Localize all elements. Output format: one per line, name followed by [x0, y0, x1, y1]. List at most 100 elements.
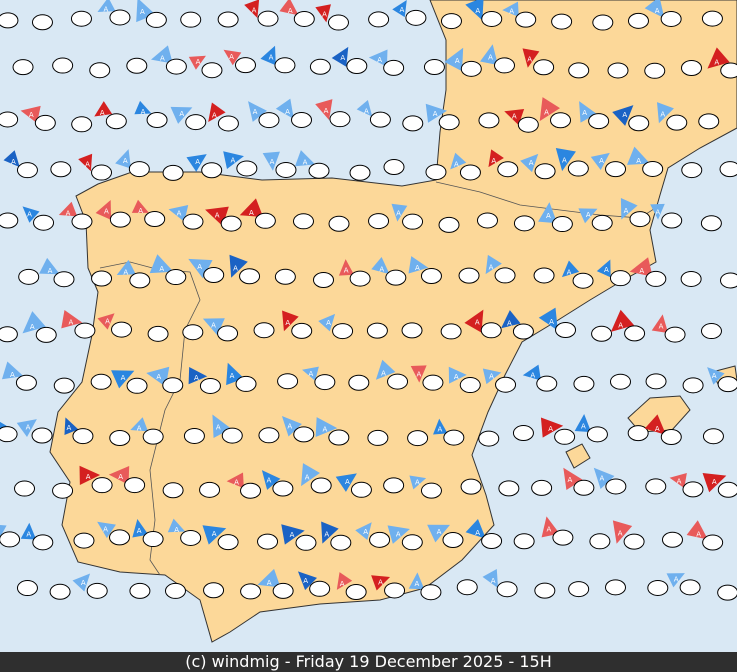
station: [165, 58, 187, 75]
wind-arrow: [134, 100, 152, 115]
station: [661, 212, 683, 229]
wind-label: A: [253, 108, 258, 116]
station: [329, 111, 351, 128]
station: [74, 322, 96, 339]
station: [628, 115, 650, 132]
wind-label: A: [269, 53, 274, 61]
wind-label: A: [562, 157, 567, 165]
wind-label: A: [396, 530, 401, 538]
wind-label: A: [549, 318, 554, 326]
wind-label: A: [455, 57, 460, 65]
wind-arrow: [707, 47, 730, 69]
wind-arrow: [656, 102, 674, 124]
wind-arrow: [79, 465, 101, 485]
wind-label: A: [696, 531, 701, 539]
wind-arrow: [108, 465, 130, 485]
station: [420, 584, 442, 601]
wind-label: A: [340, 54, 345, 62]
station: [495, 376, 517, 393]
wind-arrow: [651, 314, 669, 334]
wind-arrow: [629, 257, 653, 277]
station: [551, 13, 573, 30]
station: [627, 425, 649, 442]
station: [162, 482, 184, 499]
wind-label: A: [677, 477, 682, 485]
station: [440, 13, 462, 30]
wind-label: A: [417, 371, 422, 379]
station: [91, 477, 113, 494]
station: [517, 116, 539, 133]
wind-label: A: [344, 267, 349, 275]
wind-arrow: [16, 419, 37, 438]
wind-label: A: [305, 474, 310, 482]
island: [565, 443, 591, 469]
wind-label: A: [530, 372, 535, 380]
wind-label: A: [66, 210, 71, 218]
station: [34, 114, 56, 131]
wind-label: A: [712, 478, 717, 486]
wind-arrow: [279, 0, 299, 16]
station: [460, 60, 482, 77]
wind-label: A: [396, 210, 401, 218]
wind-label: A: [100, 109, 105, 117]
wind-arrow: [596, 259, 611, 278]
station: [309, 580, 331, 597]
station: [681, 162, 703, 179]
wind-arrow: [239, 198, 264, 217]
station: [456, 579, 478, 596]
wind-label: A: [159, 265, 164, 273]
wind-arrow: [260, 45, 276, 66]
wind-label: A: [195, 158, 200, 166]
station: [369, 531, 391, 548]
wind-arrow: [538, 202, 558, 224]
station: [295, 534, 317, 551]
station: [701, 10, 723, 27]
wind-label: A: [322, 11, 327, 19]
station: [531, 479, 553, 496]
station: [185, 114, 207, 131]
wind-arrow: [620, 198, 638, 220]
station: [254, 212, 276, 229]
station: [142, 428, 164, 445]
wind-arrow: [262, 151, 280, 171]
wind-label: A: [488, 53, 493, 61]
station: [700, 215, 722, 232]
wind-label: A: [267, 579, 272, 587]
wind-label: A: [216, 424, 221, 432]
wind-label: A: [123, 268, 128, 276]
wind-arrow: [450, 152, 467, 170]
wind-label: A: [86, 473, 91, 481]
wind-arrow: [627, 146, 651, 165]
wind-label: A: [123, 157, 128, 165]
station: [645, 270, 667, 287]
station: [236, 160, 258, 177]
wind-label: A: [491, 577, 496, 585]
wind-arrow: [644, 0, 665, 19]
station: [402, 115, 424, 132]
station: [109, 211, 131, 228]
wind-arrow: [480, 44, 498, 65]
station: [568, 581, 590, 598]
station: [346, 57, 368, 74]
station: [16, 162, 38, 179]
station: [52, 482, 74, 499]
wind-arrow: [540, 417, 564, 438]
station: [203, 267, 225, 284]
station: [0, 426, 18, 443]
wind-arrow: [482, 569, 499, 589]
wind-label: A: [212, 530, 217, 538]
wind-label: A: [655, 425, 660, 433]
wind-label: A: [364, 108, 369, 116]
station: [144, 211, 166, 228]
wind-label: A: [230, 372, 235, 380]
wind-arrow: [336, 572, 353, 590]
station: [387, 373, 409, 390]
station: [291, 111, 313, 128]
station: [109, 9, 131, 26]
wind-label: A: [437, 528, 442, 536]
station: [422, 374, 444, 391]
station: [52, 57, 74, 74]
station: [493, 57, 515, 74]
station: [147, 325, 169, 342]
station: [682, 377, 704, 394]
